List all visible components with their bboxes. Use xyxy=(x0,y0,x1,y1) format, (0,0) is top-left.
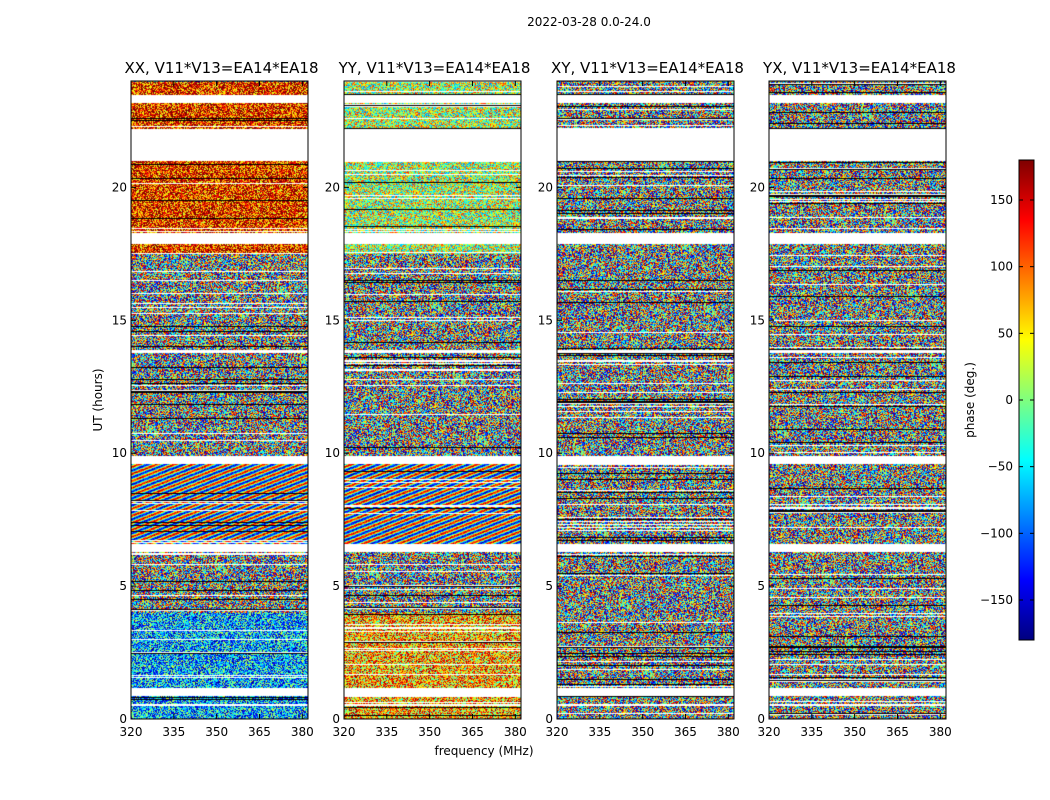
colorbar-tick-label: 0 xyxy=(1005,393,1013,407)
colorbar-ticks: 150 100 50 0 −50 −100 −150 xyxy=(980,193,1034,607)
y-tick-label: 0 xyxy=(332,712,340,726)
y-tick-label: 15 xyxy=(538,313,553,327)
y-axis-label: UT (hours) xyxy=(91,368,105,431)
panel-frame xyxy=(768,80,947,720)
phase-heatmap-image xyxy=(769,81,946,719)
panel-title: XY, V11*V13=EA14*EA18 xyxy=(551,59,744,77)
x-tick-label: 335 xyxy=(588,725,611,739)
panel-frame xyxy=(556,80,735,720)
panel-yy: YY, V11*V13=EA14*EA18 320 335 350 365 380 0 5 10… xyxy=(325,59,531,739)
x-tick-label: 380 xyxy=(717,725,740,739)
colorbar-label: phase (deg.) xyxy=(963,362,977,438)
colorbar-tick-label: −50 xyxy=(988,460,1013,474)
phase-heatmap-image xyxy=(344,81,521,719)
x-axis-label: frequency (MHz) xyxy=(434,744,533,758)
x-tick-label: 335 xyxy=(375,725,398,739)
x-tick-label: 350 xyxy=(418,725,441,739)
x-tick-label: 365 xyxy=(248,725,271,739)
phase-heatmap-image xyxy=(557,81,734,719)
panel-title: XX, V11*V13=EA14*EA18 xyxy=(124,59,318,77)
panel-xy: XY, V11*V13=EA14*EA18 320 335 350 365 380 0 5 10… xyxy=(538,59,744,739)
x-tick-label: 365 xyxy=(886,725,909,739)
panel-title: YX, V11*V13=EA14*EA18 xyxy=(762,59,956,77)
x-tick-label: 335 xyxy=(162,725,185,739)
y-tick-label: 20 xyxy=(112,180,127,194)
colorbar-tick-label: 150 xyxy=(990,193,1013,207)
y-tick-label: 0 xyxy=(119,712,127,726)
y-tick-label: 20 xyxy=(325,180,340,194)
y-tick-label: 15 xyxy=(750,313,765,327)
x-tick-label: 350 xyxy=(205,725,228,739)
y-tick-label: 0 xyxy=(545,712,553,726)
panel-frame xyxy=(130,80,309,720)
y-tick-label: 15 xyxy=(112,313,127,327)
x-tick-label: 320 xyxy=(120,725,143,739)
x-tick-label: 320 xyxy=(758,725,781,739)
x-tick-label: 350 xyxy=(631,725,654,739)
x-tick-label: 365 xyxy=(461,725,484,739)
panels-group: XX, V11*V13=EA14*EA18 320 335 350 365 380 0 5 10… xyxy=(112,59,956,739)
x-tick-label: 380 xyxy=(929,725,952,739)
y-tick-label: 0 xyxy=(757,712,765,726)
colorbar-tick-label: −150 xyxy=(980,593,1013,607)
y-tick-label: 5 xyxy=(119,579,127,593)
phase-heatmap-image xyxy=(131,81,308,719)
y-tick-label: 15 xyxy=(325,313,340,327)
y-tick-label: 10 xyxy=(750,446,765,460)
y-tick-label: 10 xyxy=(325,446,340,460)
y-tick-label: 5 xyxy=(332,579,340,593)
x-tick-label: 335 xyxy=(800,725,823,739)
figure-suptitle: 2022-03-28 0.0-24.0 xyxy=(527,15,651,29)
y-tick-label: 20 xyxy=(538,180,553,194)
x-tick-label: 350 xyxy=(843,725,866,739)
panel-frame xyxy=(343,80,522,720)
panel-xx: XX, V11*V13=EA14*EA18 320 335 350 365 380 0 5 10… xyxy=(112,59,319,739)
y-tick-label: 5 xyxy=(757,579,765,593)
x-tick-label: 380 xyxy=(504,725,527,739)
x-tick-label: 365 xyxy=(674,725,697,739)
colorbar-tick-label: 100 xyxy=(990,260,1013,274)
x-tick-label: 320 xyxy=(546,725,569,739)
y-tick-label: 20 xyxy=(750,180,765,194)
y-tick-label: 10 xyxy=(538,446,553,460)
x-tick-label: 380 xyxy=(291,725,314,739)
colorbar-tick-label: −100 xyxy=(980,526,1013,540)
panel-yx: YX, V11*V13=EA14*EA18 320 335 350 365 380 0 5 10… xyxy=(750,59,956,739)
colorbar: 150 100 50 0 −50 −100 −150 phase (deg.) xyxy=(963,159,1035,641)
colorbar-tick-label: 50 xyxy=(998,326,1013,340)
y-tick-label: 10 xyxy=(112,446,127,460)
x-tick-label: 320 xyxy=(333,725,356,739)
y-tick-label: 5 xyxy=(545,579,553,593)
panel-title: YY, V11*V13=EA14*EA18 xyxy=(338,59,531,77)
